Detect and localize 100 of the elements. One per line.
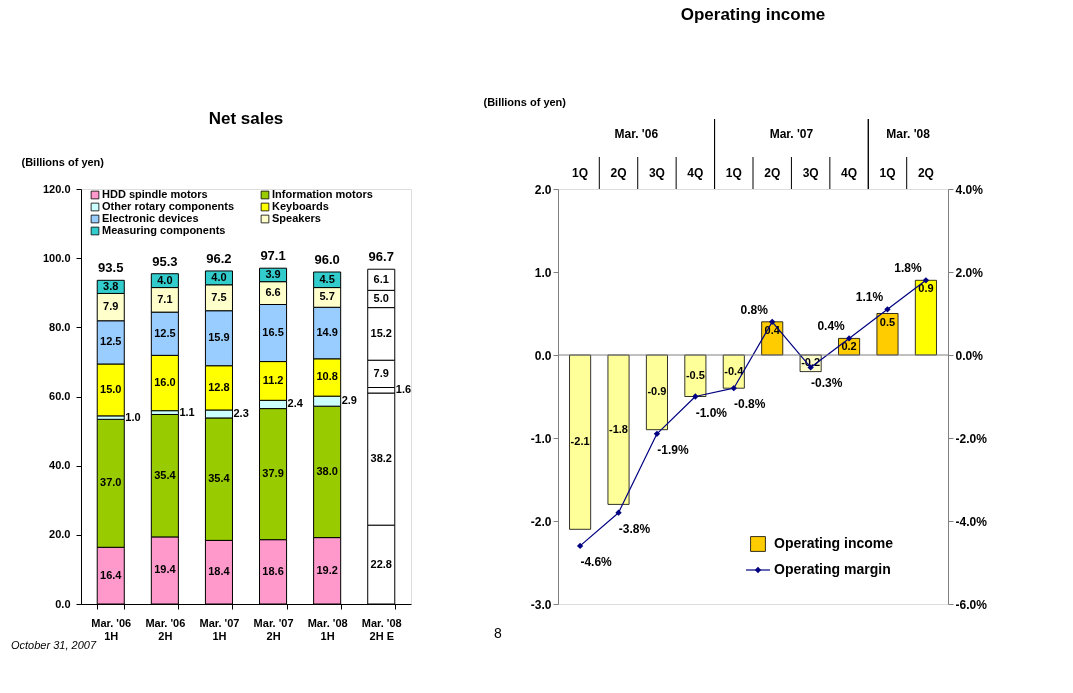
data-label: 18.4 xyxy=(208,565,231,578)
data-label: 7.5 xyxy=(211,290,227,303)
data-label: -0.8% xyxy=(734,397,766,412)
x-tick-label: Mar. '06 2H xyxy=(145,616,186,642)
x-tick-label: 2Q xyxy=(917,165,934,180)
data-label: 12.8 xyxy=(208,380,230,393)
legend-label: Speakers xyxy=(272,212,321,224)
data-label: 1.8% xyxy=(894,261,922,276)
data-label: 12.5 xyxy=(154,326,176,339)
data-label: 0.2 xyxy=(841,340,857,353)
data-label: 0.4% xyxy=(817,319,846,334)
x-tick-label: Mar. '08 1H xyxy=(307,616,348,642)
legend-label: Information motors xyxy=(272,188,373,200)
x-tick-label: 1Q xyxy=(725,165,742,180)
x-tick-label: Mar. '07 1H xyxy=(199,616,240,642)
text: Mar. '08 xyxy=(886,127,931,141)
data-label: 2.9 xyxy=(341,394,357,407)
data-label: 16.5 xyxy=(262,326,284,339)
data-label: -0.5 xyxy=(685,368,705,381)
x-tick-label: 1Q xyxy=(879,165,896,180)
data-label: 7.9 xyxy=(103,300,119,313)
data-label: 0.9 xyxy=(918,282,934,295)
text: 8 xyxy=(494,625,503,641)
data-label: 5.0 xyxy=(373,291,389,304)
text: Mar. '06 xyxy=(614,127,659,141)
legend-label: HDD spindle motors xyxy=(102,188,208,200)
y2-tick-label: -4.0% xyxy=(955,514,988,529)
y-tick-label: 0.0 xyxy=(534,348,552,363)
data-label: -1.9% xyxy=(657,442,689,457)
y-tick-label: 80.0 xyxy=(49,320,71,333)
data-label: 14.9 xyxy=(316,326,338,339)
legend-label: Keyboards xyxy=(272,200,329,212)
y-tick-label: 2.0 xyxy=(534,182,552,197)
data-label: 3.8 xyxy=(103,279,119,292)
y-tick-label: 100.0 xyxy=(42,251,71,264)
data-label: -0.3% xyxy=(810,376,843,391)
data-label: 35.4 xyxy=(208,472,231,485)
total-label: 95.3 xyxy=(152,253,178,269)
data-label: 4.0 xyxy=(157,273,173,286)
data-label: 18.6 xyxy=(262,564,284,577)
total-label: 93.5 xyxy=(98,260,124,276)
y-axis-title: (Billions of yen) xyxy=(21,155,105,168)
y2-tick-label: 0.0% xyxy=(955,348,984,363)
data-label: 16.4 xyxy=(100,568,123,581)
data-label: 4.5 xyxy=(319,272,335,285)
x-tick-label: 1Q xyxy=(572,165,589,180)
y2-tick-label: -2.0% xyxy=(955,431,988,446)
x-tick-label: 4Q xyxy=(841,165,858,180)
data-label: 5.7 xyxy=(319,290,335,303)
data-label: 2.3 xyxy=(233,406,249,419)
data-label: -1.8 xyxy=(609,422,628,435)
data-label: 10.8 xyxy=(316,370,338,383)
x-tick-label: Mar. '08 2H E xyxy=(361,616,402,642)
data-label: 19.2 xyxy=(316,563,338,576)
total-label: 96.7 xyxy=(368,249,394,265)
chart-title: Operating income xyxy=(680,5,826,24)
y-tick-label: 0.0 xyxy=(55,597,71,610)
data-label: 4.0 xyxy=(211,270,227,283)
data-label: 37.9 xyxy=(262,467,284,480)
data-label: 19.4 xyxy=(154,563,177,576)
y2-tick-label: 2.0% xyxy=(955,265,984,280)
y2-tick-label: -6.0% xyxy=(955,597,988,612)
x-tick-label: 2Q xyxy=(610,165,627,180)
legend-label: Operating margin xyxy=(774,561,891,577)
data-label: -3.8% xyxy=(618,521,651,536)
y-tick-label: -3.0 xyxy=(530,597,552,612)
legend-label: Measuring components xyxy=(102,224,226,236)
x-tick-label: 3Q xyxy=(648,165,665,180)
x-tick-label: 3Q xyxy=(802,165,819,180)
total-label: 97.1 xyxy=(260,248,286,264)
data-label: -0.9 xyxy=(647,385,667,398)
data-label: 1.6 xyxy=(395,383,412,396)
data-label: 1.0 xyxy=(125,410,141,423)
data-label: 38.0 xyxy=(316,464,338,477)
data-label: 35.4 xyxy=(154,468,177,481)
y-tick-label: 1.0 xyxy=(534,265,552,280)
data-label: 1.1 xyxy=(179,405,195,418)
legend-label: Electronic devices xyxy=(102,212,199,224)
y-tick-label: 120.0 xyxy=(42,182,71,195)
x-tick-label: 2Q xyxy=(764,165,781,180)
data-label: 0.5 xyxy=(879,315,896,328)
total-label: 96.2 xyxy=(206,250,232,266)
data-label: 22.8 xyxy=(370,557,392,570)
chart-title: Net sales xyxy=(208,109,284,128)
data-label: -1.0% xyxy=(695,405,728,420)
data-label: 11.2 xyxy=(262,373,284,386)
data-label: 16.0 xyxy=(154,376,176,389)
data-label: 0.8% xyxy=(740,302,769,317)
x-tick-label: 4Q xyxy=(687,165,704,180)
data-label: 37.0 xyxy=(100,476,122,489)
data-label: 2.4 xyxy=(287,397,304,410)
y2-tick-label: 4.0% xyxy=(955,182,984,197)
text: Mar. '07 xyxy=(769,127,814,141)
legend-label: Operating income xyxy=(774,535,894,551)
data-label: 7.9 xyxy=(373,366,389,379)
y-tick-label: -2.0 xyxy=(530,514,552,529)
data-label: -4.6% xyxy=(580,554,613,569)
data-label: -2.1 xyxy=(570,435,590,448)
data-label: 7.1 xyxy=(157,292,173,305)
data-label: 15.2 xyxy=(370,326,392,339)
